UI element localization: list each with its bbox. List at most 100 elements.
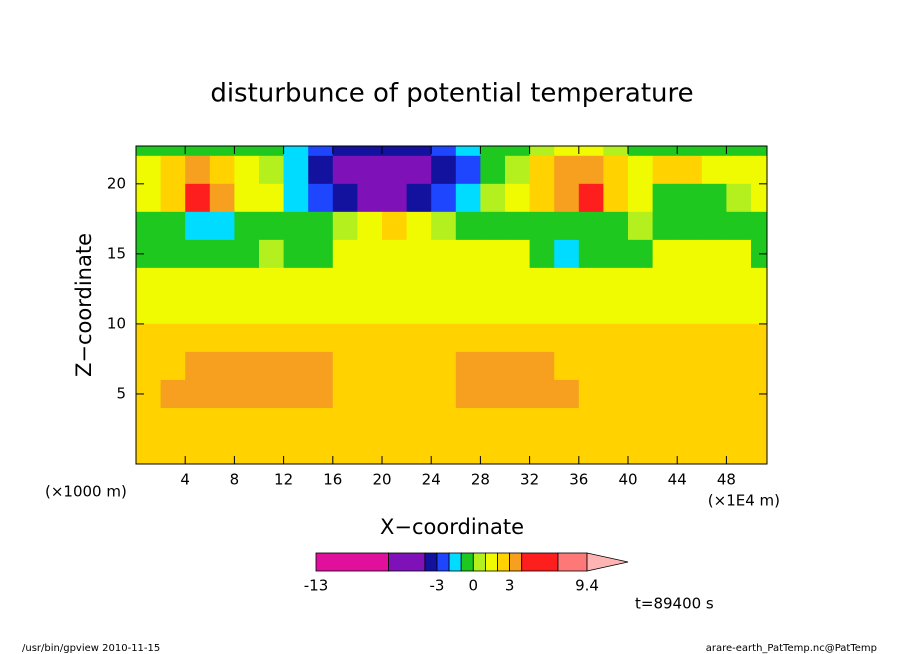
field-cell (529, 323, 555, 353)
field-cell (382, 351, 408, 381)
field-cell (554, 239, 580, 269)
field-cell (677, 183, 703, 213)
colorbar-box (448, 552, 462, 572)
field-cell (160, 239, 186, 269)
x-tick-label: 8 (230, 471, 240, 489)
field-cell (308, 239, 334, 269)
field-cell (751, 435, 767, 464)
field-cell (136, 407, 162, 437)
field-cell (259, 267, 285, 297)
field-cell (628, 211, 654, 241)
field-cell (382, 239, 408, 269)
field-cell (283, 211, 309, 241)
field-cell (234, 407, 260, 437)
field-cell (283, 323, 309, 353)
field-cell (701, 379, 727, 409)
field-cell (234, 323, 260, 353)
field-cell (578, 323, 604, 353)
colorbar-box (388, 552, 426, 572)
field-cell (308, 155, 334, 185)
field-cell (234, 146, 260, 157)
field-cell (726, 295, 752, 325)
field-cell (603, 435, 629, 464)
field-cell (332, 435, 358, 464)
field-cell (259, 295, 285, 325)
field-cell (480, 323, 506, 353)
field-cell (529, 295, 555, 325)
field-cell (578, 267, 604, 297)
field-cell (505, 295, 531, 325)
field-cell (529, 351, 555, 381)
colorbar-box (472, 552, 486, 572)
field-cell (283, 407, 309, 437)
field-cell (209, 211, 235, 241)
field-cell (751, 211, 767, 241)
field-cell (160, 407, 186, 437)
field-cell (308, 379, 334, 409)
field-cell (701, 183, 727, 213)
field-cell (480, 351, 506, 381)
field-cell (209, 183, 235, 213)
field-cell (259, 379, 285, 409)
field-cell (652, 435, 678, 464)
field-cell (751, 146, 767, 157)
field-cell (185, 183, 211, 213)
field-cell (357, 407, 383, 437)
field-cell (259, 239, 285, 269)
field-cell (455, 295, 481, 325)
field-cell (578, 183, 604, 213)
field-cell (136, 146, 162, 157)
field-cell (259, 155, 285, 185)
field-cell (554, 155, 580, 185)
field-cell (554, 323, 580, 353)
field-cell (480, 435, 506, 464)
field-cell (578, 211, 604, 241)
field-cell (357, 146, 383, 157)
field-cell (578, 351, 604, 381)
field-cell (283, 183, 309, 213)
field-cell (332, 146, 358, 157)
field-cell (185, 239, 211, 269)
field-cell (628, 146, 654, 157)
field-cell (283, 351, 309, 381)
field-cell (726, 239, 752, 269)
field-cell (677, 146, 703, 157)
colorbar-tick-label: 3 (505, 577, 515, 595)
field-cell (332, 379, 358, 409)
x-unit: (×1E4 m) (708, 492, 780, 510)
field-cell (480, 239, 506, 269)
field-cell (431, 183, 457, 213)
field-cell (382, 379, 408, 409)
field-cell (529, 239, 555, 269)
field-cell (332, 323, 358, 353)
field-cell (209, 146, 235, 157)
field-cell (406, 379, 432, 409)
field-cell (603, 146, 629, 157)
field-cell (234, 211, 260, 241)
field-cell (701, 155, 727, 185)
footer-right: arare-earth_PatTemp.nc@PatTemp (706, 643, 877, 654)
field-cell (652, 183, 678, 213)
field-cell (308, 407, 334, 437)
field-cell (283, 435, 309, 464)
colorbar-box (460, 552, 474, 572)
field-cell (160, 295, 186, 325)
footer-left: /usr/bin/gpview 2010-11-15 (22, 643, 160, 654)
field-cell (505, 435, 531, 464)
field-cell (726, 211, 752, 241)
colorbar-tick-label: 9.4 (575, 577, 599, 595)
field-cell (332, 295, 358, 325)
field-cell (603, 239, 629, 269)
colorbar-box (424, 552, 438, 572)
field-cell (406, 211, 432, 241)
field-cell (455, 407, 481, 437)
field-cell (136, 435, 162, 464)
field-cell (578, 239, 604, 269)
field-cell (652, 155, 678, 185)
field-cell (209, 323, 235, 353)
field-cell (185, 351, 211, 381)
field-cell (529, 183, 555, 213)
field-cell (283, 155, 309, 185)
colorbar-box (509, 552, 523, 572)
field-cell (677, 211, 703, 241)
